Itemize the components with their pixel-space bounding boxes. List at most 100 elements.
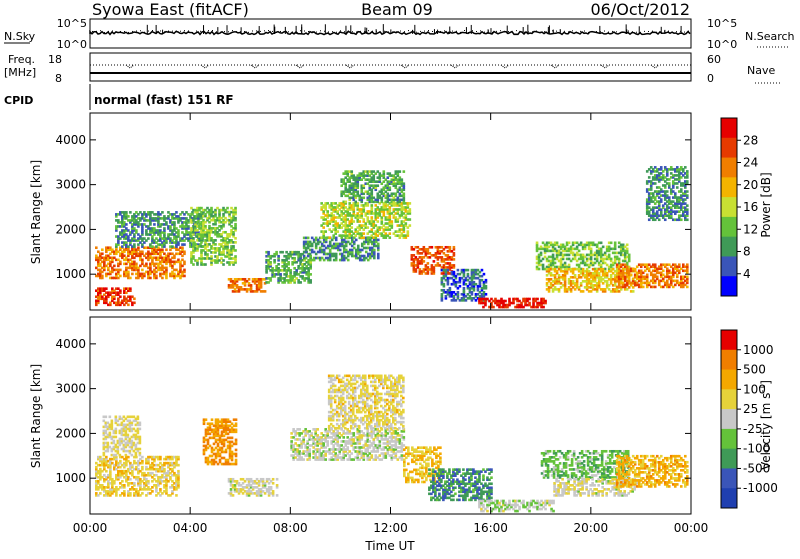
nsearch-dot [152,30,153,31]
nsearch-dot [480,30,481,31]
data-cell [459,285,462,288]
nsearch-dot [668,31,669,32]
nsearch-dot [392,31,393,32]
data-cell [666,190,669,193]
colorbar-segment [721,118,737,138]
nsearch-dot [528,31,529,32]
nsearch-dot [448,32,449,33]
power-heatmap [95,166,689,308]
data-cell [485,293,488,296]
data-cell [686,218,689,221]
nsearch-dot [340,30,341,31]
data-cell [528,302,531,305]
data-cell [668,196,671,199]
nsearch-dot [676,31,677,32]
data-cell [403,182,406,185]
data-cell [680,218,683,221]
nsearch-dot [452,31,453,32]
data-cell [686,208,689,211]
data-cell [354,201,357,204]
freq-tick-bottom: 8 [55,72,62,85]
colorbar-tick-label: 8 [743,245,751,259]
nsearch-dot [352,31,353,32]
data-cell [630,274,633,277]
data-cell [614,241,617,244]
data-cell [125,211,128,214]
data-cell [206,253,209,256]
data-cell [336,230,339,233]
nsearch-dot [628,31,629,32]
nsearch-dot [408,30,409,31]
nsearch-dot [680,31,681,32]
nsearch-dot [524,32,525,33]
nsearch-dot [568,31,569,32]
data-cell [234,255,237,258]
data-cell [467,269,470,272]
nsky-label: N.Sky [4,30,36,43]
colorbar-tick-label: 4 [743,267,751,281]
data-cell [192,263,195,266]
data-cell [326,210,329,213]
station-title: Syowa East (fitACF) [92,0,249,19]
data-cell [105,456,108,459]
data-cell [277,255,280,258]
data-cell [135,229,138,232]
data-cell [356,190,359,193]
data-cell [554,262,557,265]
nsearch-dot [632,31,633,32]
data-cell [204,225,207,228]
nsearch-dot [436,31,437,32]
data-cell [409,218,412,221]
data-cell [544,300,547,303]
nsearch-dot [144,32,145,33]
data-cell [335,237,338,240]
data-cell [165,267,168,270]
data-cell [362,197,365,200]
data-cell [357,245,360,248]
data-cell [273,259,276,262]
data-cell [159,488,162,491]
nsearch-dot [360,31,361,32]
nsearch-dot [160,30,161,31]
data-cell [590,248,593,251]
nsearch-dot [228,31,229,32]
data-cell [234,249,237,252]
data-cell [618,258,621,261]
data-cell [161,211,164,214]
data-cell [433,260,436,263]
nave-dip [601,65,609,68]
freq-label-line1: Freq. [8,53,35,66]
nsearch-dot [540,32,541,33]
nave-dip [346,65,354,68]
data-cell [485,279,488,282]
data-cell [119,289,122,292]
data-cell [447,269,450,272]
data-cell [129,287,132,290]
data-cell [173,221,176,224]
data-cell [536,298,539,301]
nsearch-dot [268,30,269,31]
data-cell [101,275,104,278]
data-cell [222,259,225,262]
data-cell [366,216,369,219]
nsearch-tick-top: 10^5 [707,17,737,30]
data-cell [574,274,577,277]
nsearch-dot [544,31,545,32]
nsearch-dot [184,30,185,31]
nsearch-dot [116,32,117,33]
data-cell [101,252,104,255]
nsearch-dot [508,31,509,32]
data-cell [127,215,130,218]
data-cell [127,271,130,274]
data-cell [409,202,412,205]
nsearch-dot [424,31,425,32]
nsearch-dot [684,32,685,33]
nave-dip [451,65,459,68]
data-cell [536,241,539,244]
nsearch-dot [284,31,285,32]
nsearch-dot [316,32,317,33]
nsearch-dot [420,31,421,32]
data-cell [127,456,130,459]
data-cell [165,221,168,224]
data-cell [131,273,134,276]
